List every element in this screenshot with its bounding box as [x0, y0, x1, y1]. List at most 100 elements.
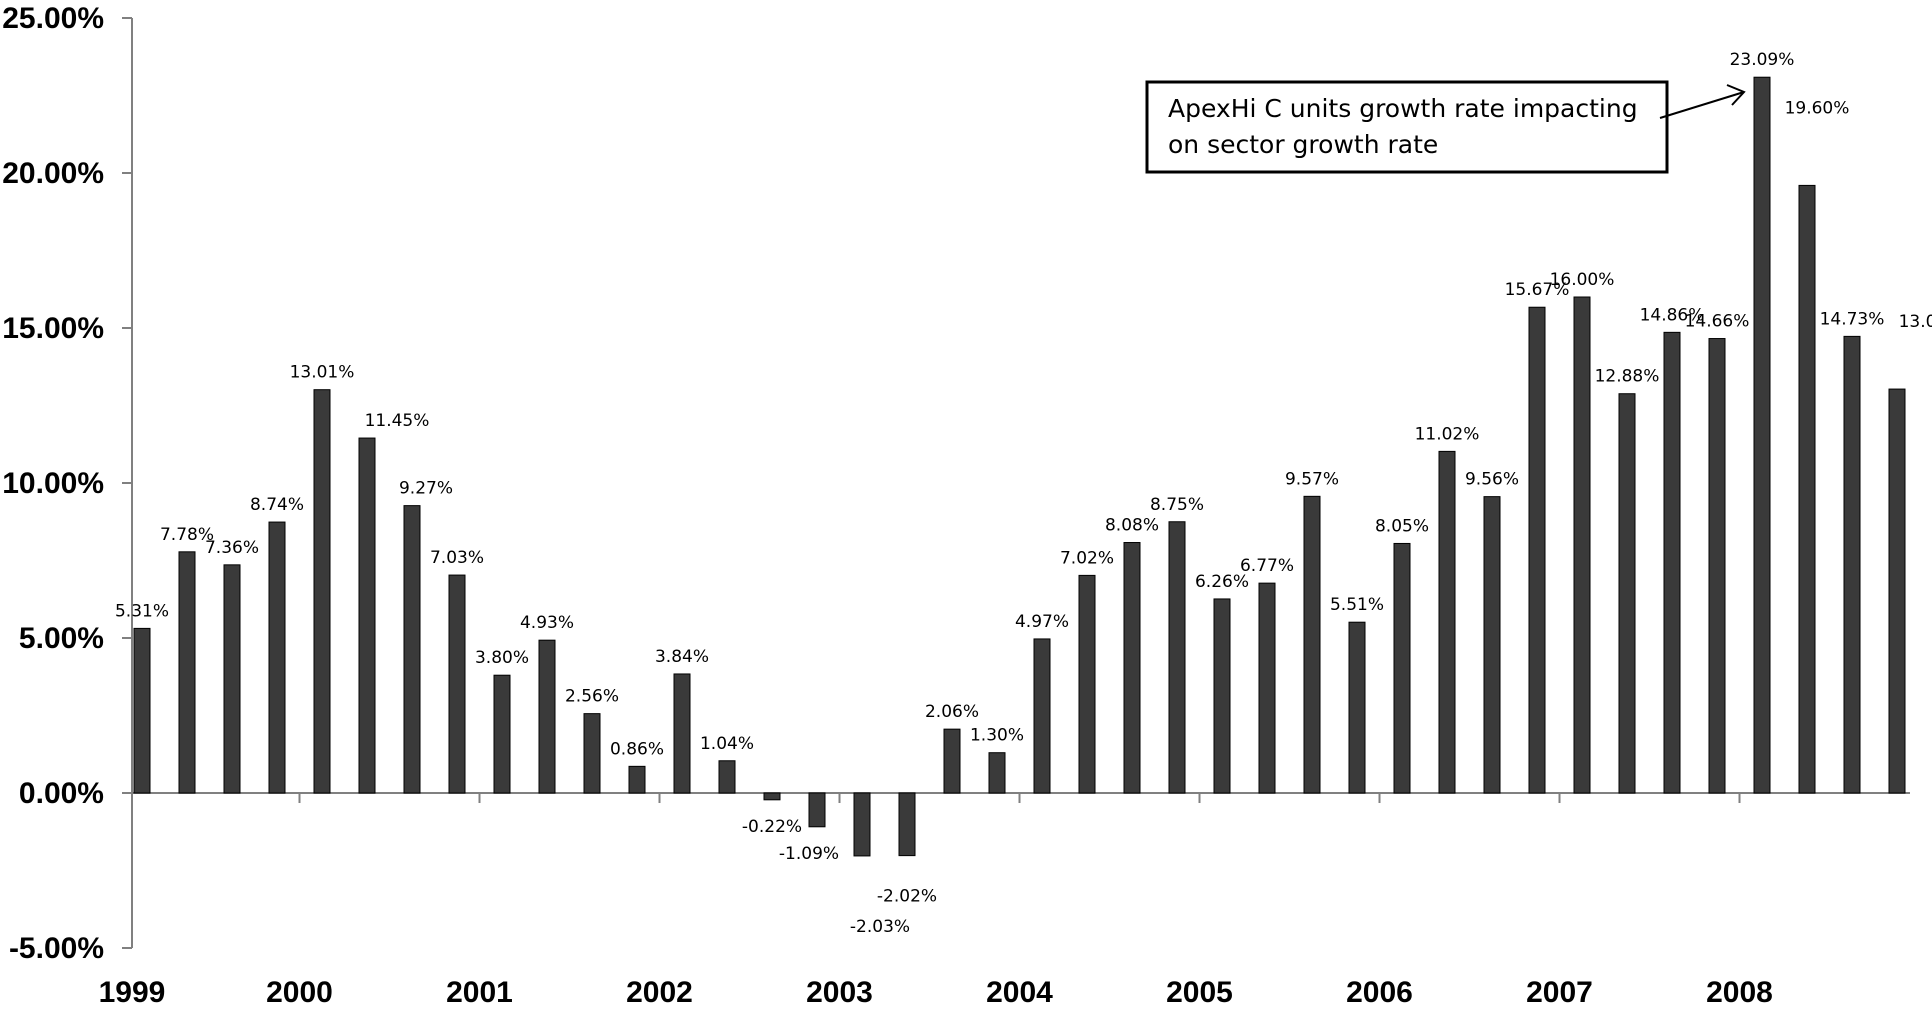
- bar: [1258, 582, 1276, 794]
- data-label: 7.03%: [430, 548, 484, 568]
- bar: [358, 437, 376, 794]
- y-axis: -5.00% 0.00% 5.00% 10.00% 15.00% 20.00% 25.00%: [2, 2, 133, 965]
- data-label: 13.01%: [290, 363, 355, 383]
- bar: [1618, 393, 1636, 794]
- data-label: 4.93%: [520, 613, 574, 633]
- data-label: 11.02%: [1415, 424, 1480, 444]
- data-label: 1.04%: [700, 734, 754, 754]
- data-label: 12.88%: [1595, 367, 1660, 387]
- bar: [1438, 450, 1456, 794]
- bar: [763, 792, 781, 801]
- data-label: 8.75%: [1150, 495, 1204, 515]
- data-label: 19.60%: [1785, 98, 1850, 118]
- data-label: 14.66%: [1685, 312, 1750, 332]
- data-label: 3.84%: [655, 647, 709, 667]
- bar: [583, 713, 601, 794]
- bar: [1798, 184, 1816, 794]
- data-label: 4.97%: [1015, 612, 1069, 632]
- data-label: 6.26%: [1195, 572, 1249, 592]
- data-label: 8.08%: [1105, 516, 1159, 536]
- bar: [133, 627, 151, 794]
- x-tick-label: 2001: [446, 976, 513, 1009]
- y-tick-label: 5.00%: [19, 622, 104, 655]
- data-label: 15.67%: [1505, 280, 1570, 300]
- bar: [493, 674, 511, 794]
- x-tick-label: 2003: [806, 976, 873, 1009]
- data-label: 5.51%: [1330, 595, 1384, 615]
- bar: [808, 792, 826, 828]
- callout-line-1: ApexHi C units growth rate impacting: [1168, 94, 1638, 123]
- data-label: 13.03%: [1899, 312, 1932, 332]
- bar: [1753, 76, 1771, 794]
- bar: [1213, 598, 1231, 794]
- data-label: 9.27%: [399, 479, 453, 499]
- x-tick-label: 2004: [986, 976, 1053, 1009]
- x-tick-label: 1999: [99, 976, 166, 1009]
- bar: [268, 521, 286, 794]
- x-tick-label: 2000: [266, 976, 333, 1009]
- data-label: 5.31%: [115, 601, 169, 621]
- callout: ApexHi C units growth rate impacting on …: [1145, 80, 1746, 174]
- x-tick-label: 2006: [1346, 976, 1413, 1009]
- y-tick-label: 10.00%: [2, 467, 104, 500]
- y-tick-label: 25.00%: [2, 2, 104, 35]
- bar: [898, 792, 916, 857]
- data-label: -0.22%: [742, 817, 802, 837]
- bar: [1708, 338, 1726, 794]
- data-label: 7.02%: [1060, 548, 1114, 568]
- bars: [133, 76, 1906, 857]
- bar: [403, 505, 421, 794]
- y-tick-label: 20.00%: [2, 157, 104, 190]
- data-label: 7.36%: [205, 538, 259, 558]
- x-axis: 1999 2000 2001 2002 2003 2004 2005 2006 2007 2008: [99, 792, 1910, 1009]
- bar: [1078, 574, 1096, 794]
- bar: [1843, 335, 1861, 794]
- y-tick-label: 0.00%: [19, 777, 104, 810]
- bar: [313, 389, 331, 794]
- bar: [1663, 331, 1681, 794]
- data-label: 0.86%: [610, 739, 664, 759]
- x-tick-label: 2002: [626, 976, 693, 1009]
- data-label: 16.00%: [1550, 270, 1615, 290]
- data-label: 7.78%: [160, 525, 214, 545]
- bar: [1303, 495, 1321, 794]
- data-labels: 5.31% 7.78%7.36% 8.74% 13.01% 11.45% 9.27% 7.0…: [115, 50, 1932, 937]
- data-label: 9.56%: [1465, 470, 1519, 490]
- bar: [988, 752, 1006, 794]
- bar: [943, 728, 961, 794]
- bar: [1888, 388, 1906, 794]
- data-label: 14.86%: [1640, 305, 1705, 325]
- data-label: -2.02%: [877, 887, 937, 907]
- callout-arrow-line: [1659, 91, 1745, 119]
- data-label: -2.03%: [850, 917, 910, 937]
- data-label: 2.56%: [565, 687, 619, 707]
- data-label: 9.57%: [1285, 469, 1339, 489]
- bar: [1528, 306, 1546, 794]
- x-tick-label: 2007: [1526, 976, 1593, 1009]
- bar: [853, 792, 871, 857]
- bar: [1573, 296, 1591, 794]
- data-label: 6.77%: [1240, 556, 1294, 576]
- bar: [178, 551, 196, 794]
- callout-box: [1145, 80, 1669, 174]
- bar: [448, 574, 466, 794]
- data-label: 3.80%: [475, 648, 529, 668]
- bar: [1393, 542, 1411, 794]
- data-label: 8.74%: [250, 495, 304, 515]
- bar: [1123, 542, 1141, 794]
- bar: [223, 564, 241, 794]
- y-tick-label: 15.00%: [2, 312, 104, 345]
- data-label: 23.09%: [1730, 50, 1795, 70]
- data-label: 2.06%: [925, 702, 979, 722]
- bar: [538, 639, 556, 794]
- bar: [628, 765, 646, 794]
- bar: [673, 673, 691, 794]
- bar: [1483, 496, 1501, 794]
- bar: [1168, 521, 1186, 794]
- y-tick-label: -5.00%: [9, 932, 104, 965]
- bar: [1348, 621, 1366, 794]
- bar: [1033, 638, 1051, 794]
- data-label: 14.73%: [1820, 309, 1885, 329]
- callout-arrowhead: [1726, 84, 1746, 106]
